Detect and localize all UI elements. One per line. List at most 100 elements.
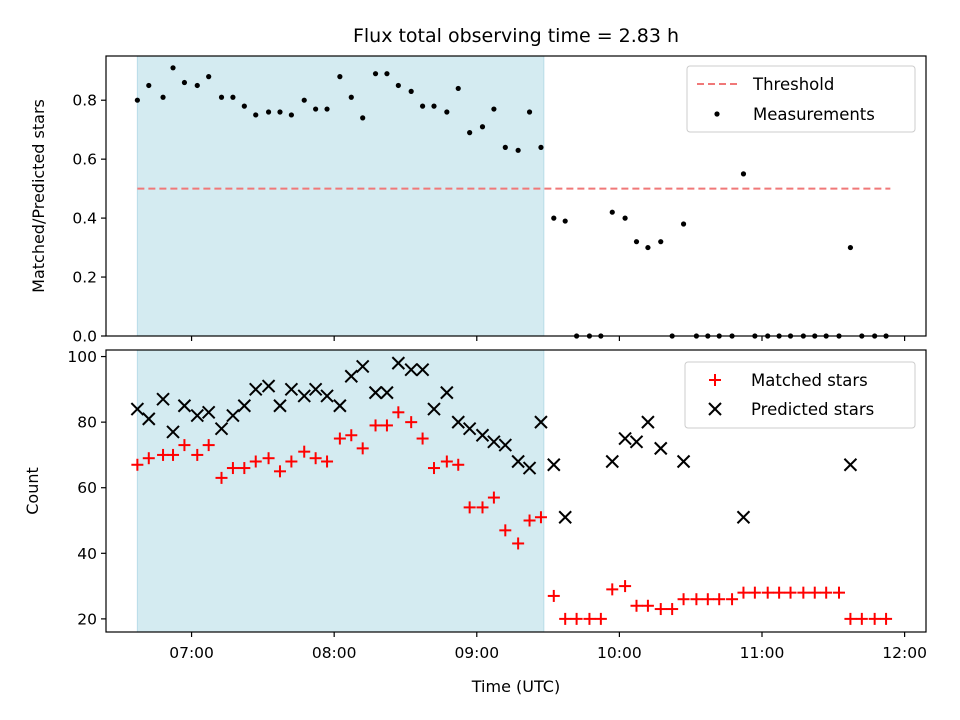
- top-axes-frame: [105, 55, 927, 337]
- measurement-point: [288, 112, 294, 118]
- bottom-legend-box: [684, 361, 916, 429]
- predicted-stars-points: [130, 356, 858, 524]
- predicted-star-point: [487, 435, 501, 449]
- legend-predicted-swatch: [708, 402, 722, 416]
- predicted-star-point: [273, 399, 287, 413]
- measurement-point: [633, 239, 640, 245]
- matched-star-point: [880, 612, 893, 625]
- matched-star-point: [748, 586, 761, 599]
- matched-star-point: [523, 514, 536, 527]
- legend-matched-label: Matched stars: [751, 371, 868, 390]
- matched-star-point: [844, 612, 857, 625]
- matched-star-point: [226, 462, 239, 475]
- top-panel: 0.00.20.40.60.8 Matched/Predicted stars …: [29, 55, 927, 346]
- measurement-point: [241, 103, 247, 109]
- matched-star-point: [142, 452, 155, 465]
- predicted-star-point: [440, 385, 454, 400]
- matched-star-point: [215, 471, 228, 484]
- matched-star-point: [726, 593, 739, 606]
- x-axis-label: Time (UTC): [471, 677, 560, 696]
- top-y-ticks: 0.0 0.2 0.4 0.6 0.8: [72, 92, 106, 346]
- predicted-star-point: [297, 389, 311, 403]
- matched-star-point: [570, 612, 583, 625]
- predicted-star-point: [177, 399, 192, 413]
- matched-star-point: [356, 442, 369, 455]
- measurement-point: [301, 97, 307, 103]
- matched-star-point: [273, 465, 286, 478]
- matched-star-point: [440, 455, 453, 468]
- measurement-point: [491, 106, 497, 112]
- matched-star-point: [285, 455, 298, 468]
- matched-star-point: [534, 511, 547, 524]
- measurement-point: [562, 218, 568, 224]
- measurement-point: [395, 82, 401, 89]
- measurement-point: [360, 115, 366, 121]
- matched-star-point: [641, 599, 654, 612]
- matched-star-point: [761, 586, 774, 599]
- measurement-point: [551, 215, 557, 221]
- measurement-point: [337, 74, 343, 80]
- matched-star-point: [321, 455, 334, 468]
- predicted-star-point: [344, 369, 358, 383]
- x-tick-label: 08:00: [312, 644, 357, 662]
- top-y-axis-label: Matched/Predicted stars: [29, 99, 48, 293]
- y-tick-label: 0.0: [72, 328, 97, 346]
- matched-star-point: [309, 452, 322, 465]
- predicted-star-point: [629, 435, 644, 449]
- predicted-star-point: [284, 382, 299, 397]
- predicted-star-point: [415, 362, 430, 377]
- matched-star-point: [333, 432, 346, 445]
- matched-star-point: [487, 491, 500, 504]
- predicted-star-point: [320, 389, 334, 403]
- predicted-star-point: [142, 412, 156, 426]
- matched-star-point: [808, 586, 821, 599]
- matched-star-point: [178, 439, 191, 452]
- predicted-star-point: [368, 385, 383, 400]
- measurement-point: [194, 82, 200, 89]
- y-tick-label: 0.6: [72, 151, 97, 169]
- x-tick-label: 12:00: [882, 644, 927, 662]
- matched-star-point: [797, 586, 810, 599]
- matched-star-point: [654, 603, 667, 616]
- predicted-star-point: [130, 402, 145, 416]
- measurement-point: [230, 94, 236, 100]
- measurement-point: [609, 209, 615, 215]
- x-tick-label: 10:00: [597, 644, 642, 662]
- bottom-shaded-span: [136, 349, 545, 633]
- y-tick-label: 0.4: [72, 210, 97, 228]
- y-tick-label: 80: [77, 414, 97, 432]
- predicted-star-point: [156, 392, 170, 406]
- predicted-star-point: [308, 382, 323, 397]
- measurement-point: [515, 147, 521, 153]
- predicted-star-point: [618, 431, 632, 446]
- predicted-star-point: [391, 356, 406, 370]
- x-tick-label: 07:00: [169, 644, 214, 662]
- y-tick-label: 100: [67, 348, 97, 366]
- matched-star-point: [737, 586, 750, 599]
- matched-star-point: [666, 603, 679, 616]
- matched-star-point: [405, 416, 418, 429]
- matched-star-point: [238, 462, 251, 475]
- bottom-y-axis-label: Count: [23, 467, 42, 515]
- matched-star-point: [512, 537, 525, 550]
- measurement-point: [384, 71, 390, 77]
- measurement-point: [277, 109, 283, 115]
- matched-star-point: [833, 586, 846, 599]
- bottom-panel: 20 40 60 80 100 07:00 08:00 09:00 10:00 11:00 12:…: [23, 348, 927, 696]
- predicted-star-point: [249, 382, 263, 397]
- matched-star-point: [559, 612, 572, 625]
- matched-star-point: [428, 462, 440, 475]
- legend-matched-swatch: [709, 374, 721, 386]
- predicted-star-point: [404, 362, 418, 377]
- matched-star-point: [855, 612, 868, 625]
- measurement-point: [740, 171, 747, 177]
- predicted-star-point: [261, 379, 276, 393]
- y-tick-label: 20: [77, 610, 97, 628]
- matched-star-point: [773, 586, 786, 599]
- matched-star-point: [547, 589, 560, 602]
- matched-star-point: [191, 448, 204, 461]
- matched-star-point: [262, 452, 275, 465]
- measurement-point: [847, 244, 854, 251]
- measurement-point: [645, 244, 651, 251]
- top-legend: Threshold Measurements: [686, 65, 916, 133]
